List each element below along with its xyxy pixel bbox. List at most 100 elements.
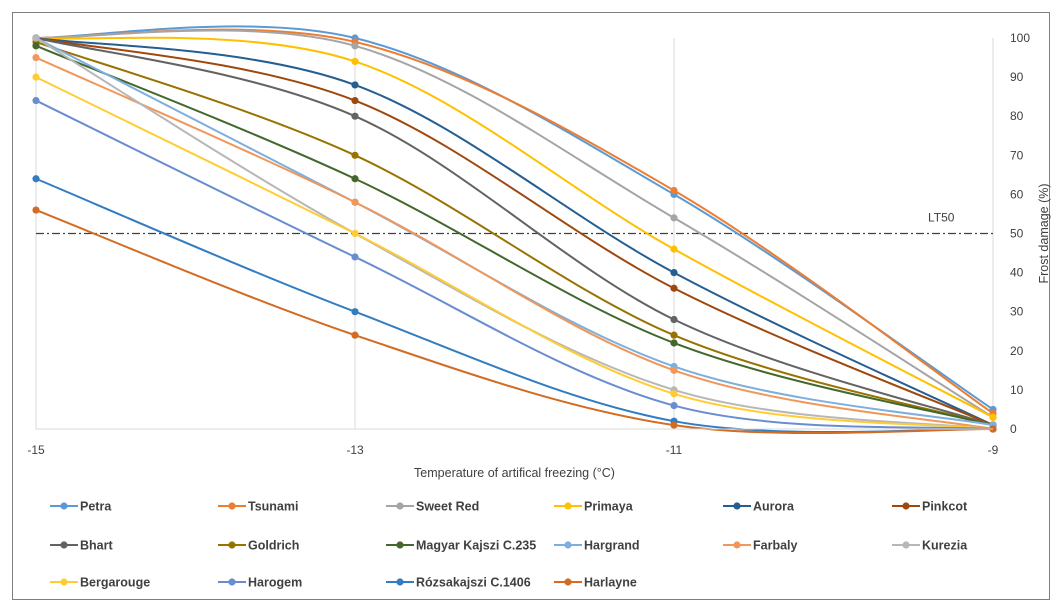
- series-primaya: [32, 34, 997, 421]
- data-point: [351, 151, 359, 159]
- data-point: [351, 331, 359, 339]
- lt50-reference: LT50: [36, 211, 993, 235]
- data-point: [351, 112, 359, 120]
- series-line: [35, 56, 994, 430]
- data-point: [670, 421, 678, 429]
- legend-label: Aurora: [753, 500, 795, 514]
- legend-swatch-marker: [228, 541, 236, 549]
- series-hargrand: [32, 34, 997, 429]
- legend-item: Farbaly: [723, 539, 798, 553]
- legend-item: Harogem: [218, 576, 302, 590]
- x-tick-label: -13: [346, 443, 364, 457]
- legend-item: Sweet Red: [386, 500, 479, 514]
- legend-item: Bhart: [50, 539, 113, 553]
- series-goldrich: [32, 38, 997, 429]
- data-point: [32, 53, 40, 62]
- legend-label: Farbaly: [753, 539, 798, 553]
- series-aurora: [32, 34, 997, 429]
- data-point: [32, 206, 40, 214]
- x-tick-label: -9: [988, 443, 999, 457]
- y-tick-label: 80: [1010, 109, 1024, 123]
- y-tick-label: 70: [1010, 148, 1024, 162]
- series-pinkcot: [32, 34, 997, 429]
- legend-label: Pinkcot: [922, 500, 968, 514]
- data-point: [670, 284, 678, 292]
- legend-item: Rózsakajszi C.1406: [386, 576, 531, 590]
- legend-label: Rózsakajszi C.1406: [416, 576, 531, 590]
- data-point: [32, 175, 40, 183]
- legend-item: Aurora: [723, 500, 795, 514]
- data-point: [351, 308, 359, 316]
- series-line: [35, 37, 994, 427]
- legend-label: Sweet Red: [416, 500, 479, 514]
- legend-item: Pinkcot: [892, 500, 968, 514]
- legend-swatch-marker: [60, 502, 68, 510]
- series-layer: [32, 25, 997, 435]
- data-point: [670, 186, 678, 195]
- series-line: [35, 209, 994, 435]
- legend-item: Kurezia: [892, 539, 968, 553]
- data-point: [351, 57, 359, 66]
- data-point: [351, 198, 359, 206]
- data-point: [670, 331, 678, 339]
- legend-item: Bergarouge: [50, 576, 150, 590]
- y-tick-label: 90: [1010, 70, 1024, 84]
- chart-frame: [12, 12, 1050, 600]
- series-kurezia: [32, 34, 997, 433]
- data-point: [670, 245, 678, 253]
- y-tick-label: 60: [1010, 187, 1024, 201]
- series-harogem: [32, 96, 997, 433]
- legend-swatch-marker: [733, 502, 741, 510]
- legend-swatch-marker: [396, 541, 404, 549]
- legend-label: Primaya: [584, 500, 634, 514]
- y-tick-label: 10: [1010, 383, 1024, 397]
- y-tick-label: 40: [1010, 266, 1024, 280]
- y-tick-label: 100: [1010, 31, 1030, 45]
- data-point: [989, 413, 997, 421]
- legend-swatch-marker: [396, 578, 404, 586]
- data-point: [32, 96, 40, 105]
- y-tick-label: 50: [1010, 227, 1024, 241]
- series-line: [35, 40, 994, 427]
- legend-label: Goldrich: [248, 539, 299, 553]
- series-line: [35, 25, 994, 411]
- data-point: [670, 315, 678, 324]
- x-axis-title: Temperature of artifical freezing (°C): [414, 466, 615, 480]
- series-sweet-red: [32, 29, 997, 421]
- data-point: [351, 96, 359, 105]
- y-axis-title: Frost damage (%): [1037, 183, 1051, 283]
- legend-label: Tsunami: [248, 500, 298, 514]
- legend-swatch-marker: [902, 541, 910, 549]
- legend-swatch-marker: [228, 578, 236, 586]
- lt50-label: LT50: [928, 211, 955, 225]
- data-point: [670, 214, 678, 222]
- data-point: [351, 81, 359, 89]
- legend-swatch-marker: [564, 541, 572, 549]
- x-tick-label: -11: [666, 443, 683, 457]
- y-tick-label: 0: [1010, 422, 1017, 436]
- legend-label: Kurezia: [922, 539, 968, 553]
- grid-layer: -15 -13 -11 -9 0 10 20 30 40 50 60 70 80 90 100: [27, 31, 1030, 457]
- data-point: [670, 401, 678, 410]
- legend-swatch-marker: [564, 578, 572, 586]
- series-line: [35, 36, 994, 419]
- legend-item: Petra: [50, 500, 112, 514]
- legend-swatch-marker: [228, 502, 236, 510]
- legend-label: Hargrand: [584, 539, 640, 553]
- series-line: [35, 37, 994, 430]
- series-bhart: [32, 34, 997, 429]
- legend-label: Harogem: [248, 576, 302, 590]
- data-point: [670, 339, 678, 347]
- series-line: [35, 44, 994, 427]
- data-point: [670, 366, 678, 374]
- legend-label: Magyar Kajszi C.235: [416, 539, 536, 553]
- legend-label: Harlayne: [584, 576, 637, 590]
- data-point: [351, 175, 359, 183]
- series-line: [35, 37, 994, 427]
- legend-label: Bhart: [80, 539, 113, 553]
- series-harlayne: [32, 206, 997, 435]
- y-tick-label: 30: [1010, 305, 1024, 319]
- legend-item: Magyar Kajszi C.235: [386, 539, 536, 553]
- data-point: [351, 42, 359, 50]
